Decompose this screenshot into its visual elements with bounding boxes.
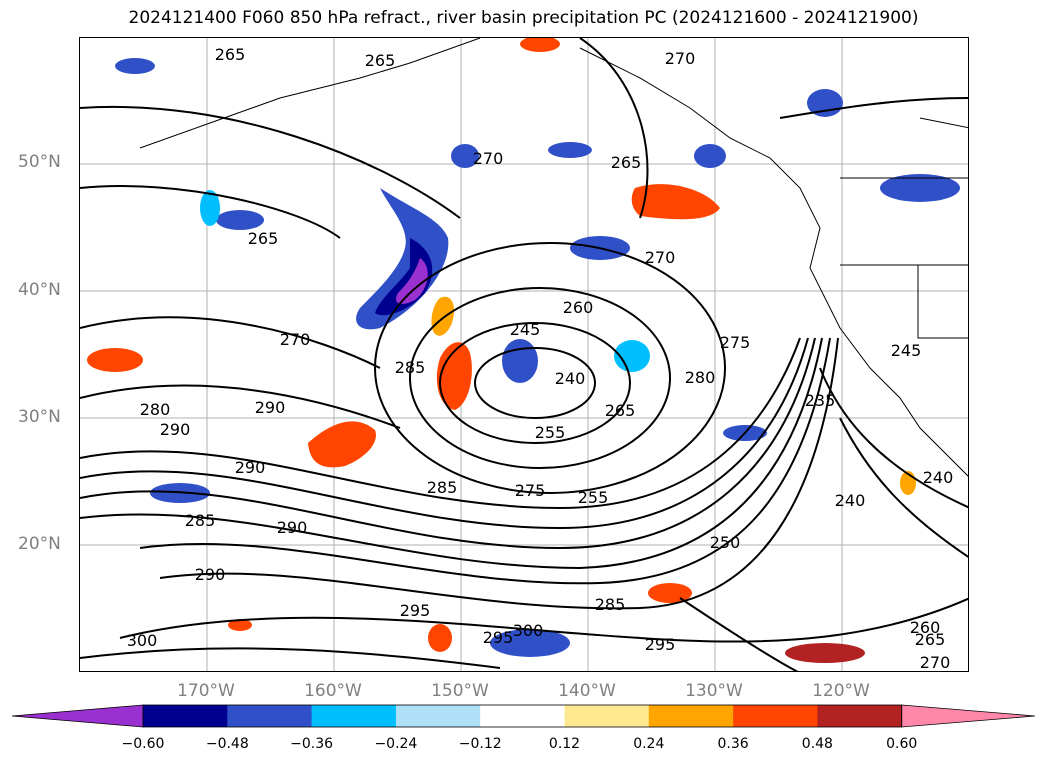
contour-label: 265 — [605, 401, 636, 420]
contour-label: 245 — [891, 341, 922, 360]
contour-label: 245 — [510, 320, 541, 339]
contour-label: 290 — [255, 398, 286, 417]
contour-label: 285 — [185, 511, 216, 530]
colorbar-cell — [733, 705, 818, 727]
contour-label: 270 — [920, 653, 951, 672]
colorbar-tick-label: 0.12 — [548, 736, 581, 752]
contour-label: 265 — [215, 45, 246, 64]
contour-label: 285 — [395, 358, 426, 377]
colorbar-cell — [480, 705, 565, 727]
lon-label-160w: 160°W — [304, 681, 362, 701]
map-panel: 265 265 270 265 265 270 260 245 240 285 … — [79, 37, 969, 672]
contour-label: 255 — [578, 488, 609, 507]
contour-label: 250 — [710, 533, 741, 552]
contour-label: 290 — [195, 565, 226, 584]
contour-label: 300 — [127, 631, 158, 650]
contour-label: 300 — [513, 621, 544, 640]
contour-label: 295 — [483, 628, 514, 647]
contour-label: 290 — [160, 420, 191, 439]
colorbar-cell — [227, 705, 313, 727]
lat-label-20n: 20°N — [18, 534, 61, 554]
contour-label: 265 — [915, 630, 946, 649]
lon-label-120w: 120°W — [812, 681, 870, 701]
contour-label: 265 — [248, 229, 279, 248]
colorbar-cell — [648, 705, 734, 727]
contour-label: 265 — [611, 153, 642, 172]
lon-label-170w: 170°W — [177, 681, 235, 701]
colorbar-tick-label: −0.48 — [205, 736, 249, 752]
contour-label: 275 — [515, 481, 546, 500]
lon-label-150w: 150°W — [431, 681, 489, 701]
lat-label-50n: 50°N — [18, 152, 61, 172]
colorbar-tick-label: 0.36 — [717, 736, 749, 752]
contour-label: 275 — [720, 333, 751, 352]
contour-label: 280 — [685, 368, 716, 387]
refractivity-contours — [80, 38, 968, 671]
map-title: 2024121400 F060 850 hPa refract., river … — [128, 8, 919, 28]
colorbar-cell — [564, 705, 650, 727]
colorbar-outline — [142, 704, 903, 728]
colorbar-tick-label: −0.24 — [374, 736, 418, 752]
colorbar-tick-label: −0.60 — [121, 736, 165, 752]
colorbar — [11, 704, 1036, 728]
colorbar-cells — [11, 704, 1036, 728]
colorbar-cell — [395, 705, 481, 727]
lat-label-30n: 30°N — [18, 407, 61, 427]
contour-label: 260 — [910, 618, 941, 637]
colorbar-cell — [143, 705, 228, 727]
colorbar-cell — [817, 705, 903, 727]
contour-label: 235 — [805, 391, 836, 410]
contour-label: 270 — [280, 330, 311, 349]
contour-label: 295 — [645, 635, 676, 654]
contour-label: 295 — [400, 601, 431, 620]
colorbar-tick-label: −0.12 — [458, 736, 502, 752]
contour-label: 285 — [427, 478, 458, 497]
contour-label-group: 265 265 270 265 265 270 260 245 240 285 … — [127, 45, 954, 672]
contour-label: 265 — [365, 51, 396, 70]
colorbar-extend-min — [11, 704, 144, 728]
contour-label: 290 — [277, 518, 308, 537]
contour-label: 280 — [140, 400, 171, 419]
colorbar-tick-label: 0.48 — [801, 736, 833, 752]
contour-label: 270 — [473, 149, 504, 168]
map-canvas: 265 265 270 265 265 270 260 245 240 285 … — [80, 38, 968, 672]
contour-label: 270 — [665, 49, 696, 68]
contour-label: 240 — [923, 468, 954, 487]
contour-label: 285 — [595, 595, 626, 614]
precip-shading — [87, 38, 960, 663]
lon-label-140w: 140°W — [558, 681, 616, 701]
contour-label: 290 — [235, 458, 266, 477]
colorbar-cell — [311, 705, 397, 727]
contour-label: 270 — [645, 248, 676, 267]
colorbar-tick-label: −0.36 — [290, 736, 334, 752]
contour-label: 260 — [563, 298, 594, 317]
colorbar-tick-label: 0.24 — [633, 736, 665, 752]
contour-label: 240 — [835, 491, 866, 510]
lat-label-40n: 40°N — [18, 280, 61, 300]
contour-label: 240 — [555, 369, 586, 388]
colorbar-extend-max — [901, 704, 1036, 728]
colorbar-tick-label: 0.60 — [886, 736, 918, 752]
coastlines — [139, 38, 968, 477]
contour-label: 255 — [535, 423, 566, 442]
lon-label-130w: 130°W — [685, 681, 743, 701]
